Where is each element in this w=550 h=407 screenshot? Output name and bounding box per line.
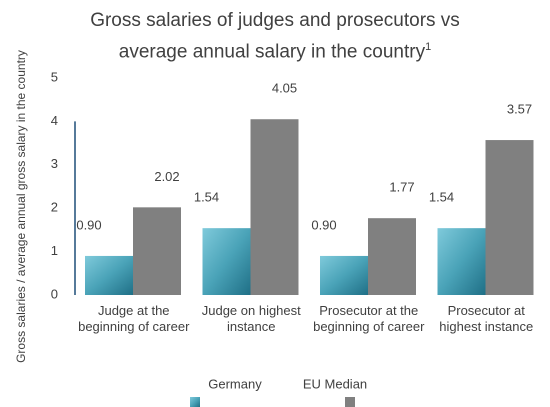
bar bbox=[368, 218, 416, 295]
y-tick-label: 0 bbox=[51, 286, 58, 301]
y-tick-label: 3 bbox=[51, 156, 58, 171]
x-tick-label: Prosecutor at highest instance bbox=[439, 303, 534, 334]
chart-title-box: Gross salaries of judges and prosecutors… bbox=[0, 8, 550, 65]
bar bbox=[485, 140, 534, 295]
y-tick-label: 4 bbox=[51, 113, 58, 128]
bar bbox=[250, 119, 299, 295]
legend-label: Germany bbox=[208, 376, 262, 391]
x-tick-label: Judge at the beginning of career bbox=[78, 303, 190, 334]
title-footnote: 1 bbox=[425, 41, 432, 53]
bar bbox=[320, 255, 368, 295]
legend-label: EU Median bbox=[303, 376, 367, 391]
value-label: 1.54 bbox=[194, 190, 219, 205]
value-label: 0.90 bbox=[76, 217, 101, 232]
value-label: 3.57 bbox=[507, 101, 532, 116]
bar bbox=[202, 228, 251, 295]
y-tick-label: 2 bbox=[51, 200, 58, 215]
legend-swatch bbox=[190, 397, 200, 407]
value-label: 1.54 bbox=[429, 190, 454, 205]
y-axis-label: Gross salaries / average annual gross sa… bbox=[14, 50, 28, 363]
legend-swatch bbox=[345, 397, 355, 407]
bar bbox=[133, 207, 181, 295]
x-tick-label: Judge on highest instance bbox=[201, 303, 301, 334]
bar bbox=[437, 228, 486, 295]
value-label: 1.77 bbox=[389, 180, 414, 195]
value-label: 4.05 bbox=[272, 81, 297, 96]
value-label: 0.90 bbox=[311, 217, 336, 232]
x-tick-label: Prosecutor at the beginning of career bbox=[313, 303, 425, 334]
y-tick-label: 5 bbox=[51, 69, 58, 84]
value-label: 2.02 bbox=[154, 169, 179, 184]
y-tick-label: 1 bbox=[51, 243, 58, 258]
bar bbox=[85, 255, 133, 295]
chart-title: Gross salaries of judges and prosecutors… bbox=[90, 10, 460, 63]
